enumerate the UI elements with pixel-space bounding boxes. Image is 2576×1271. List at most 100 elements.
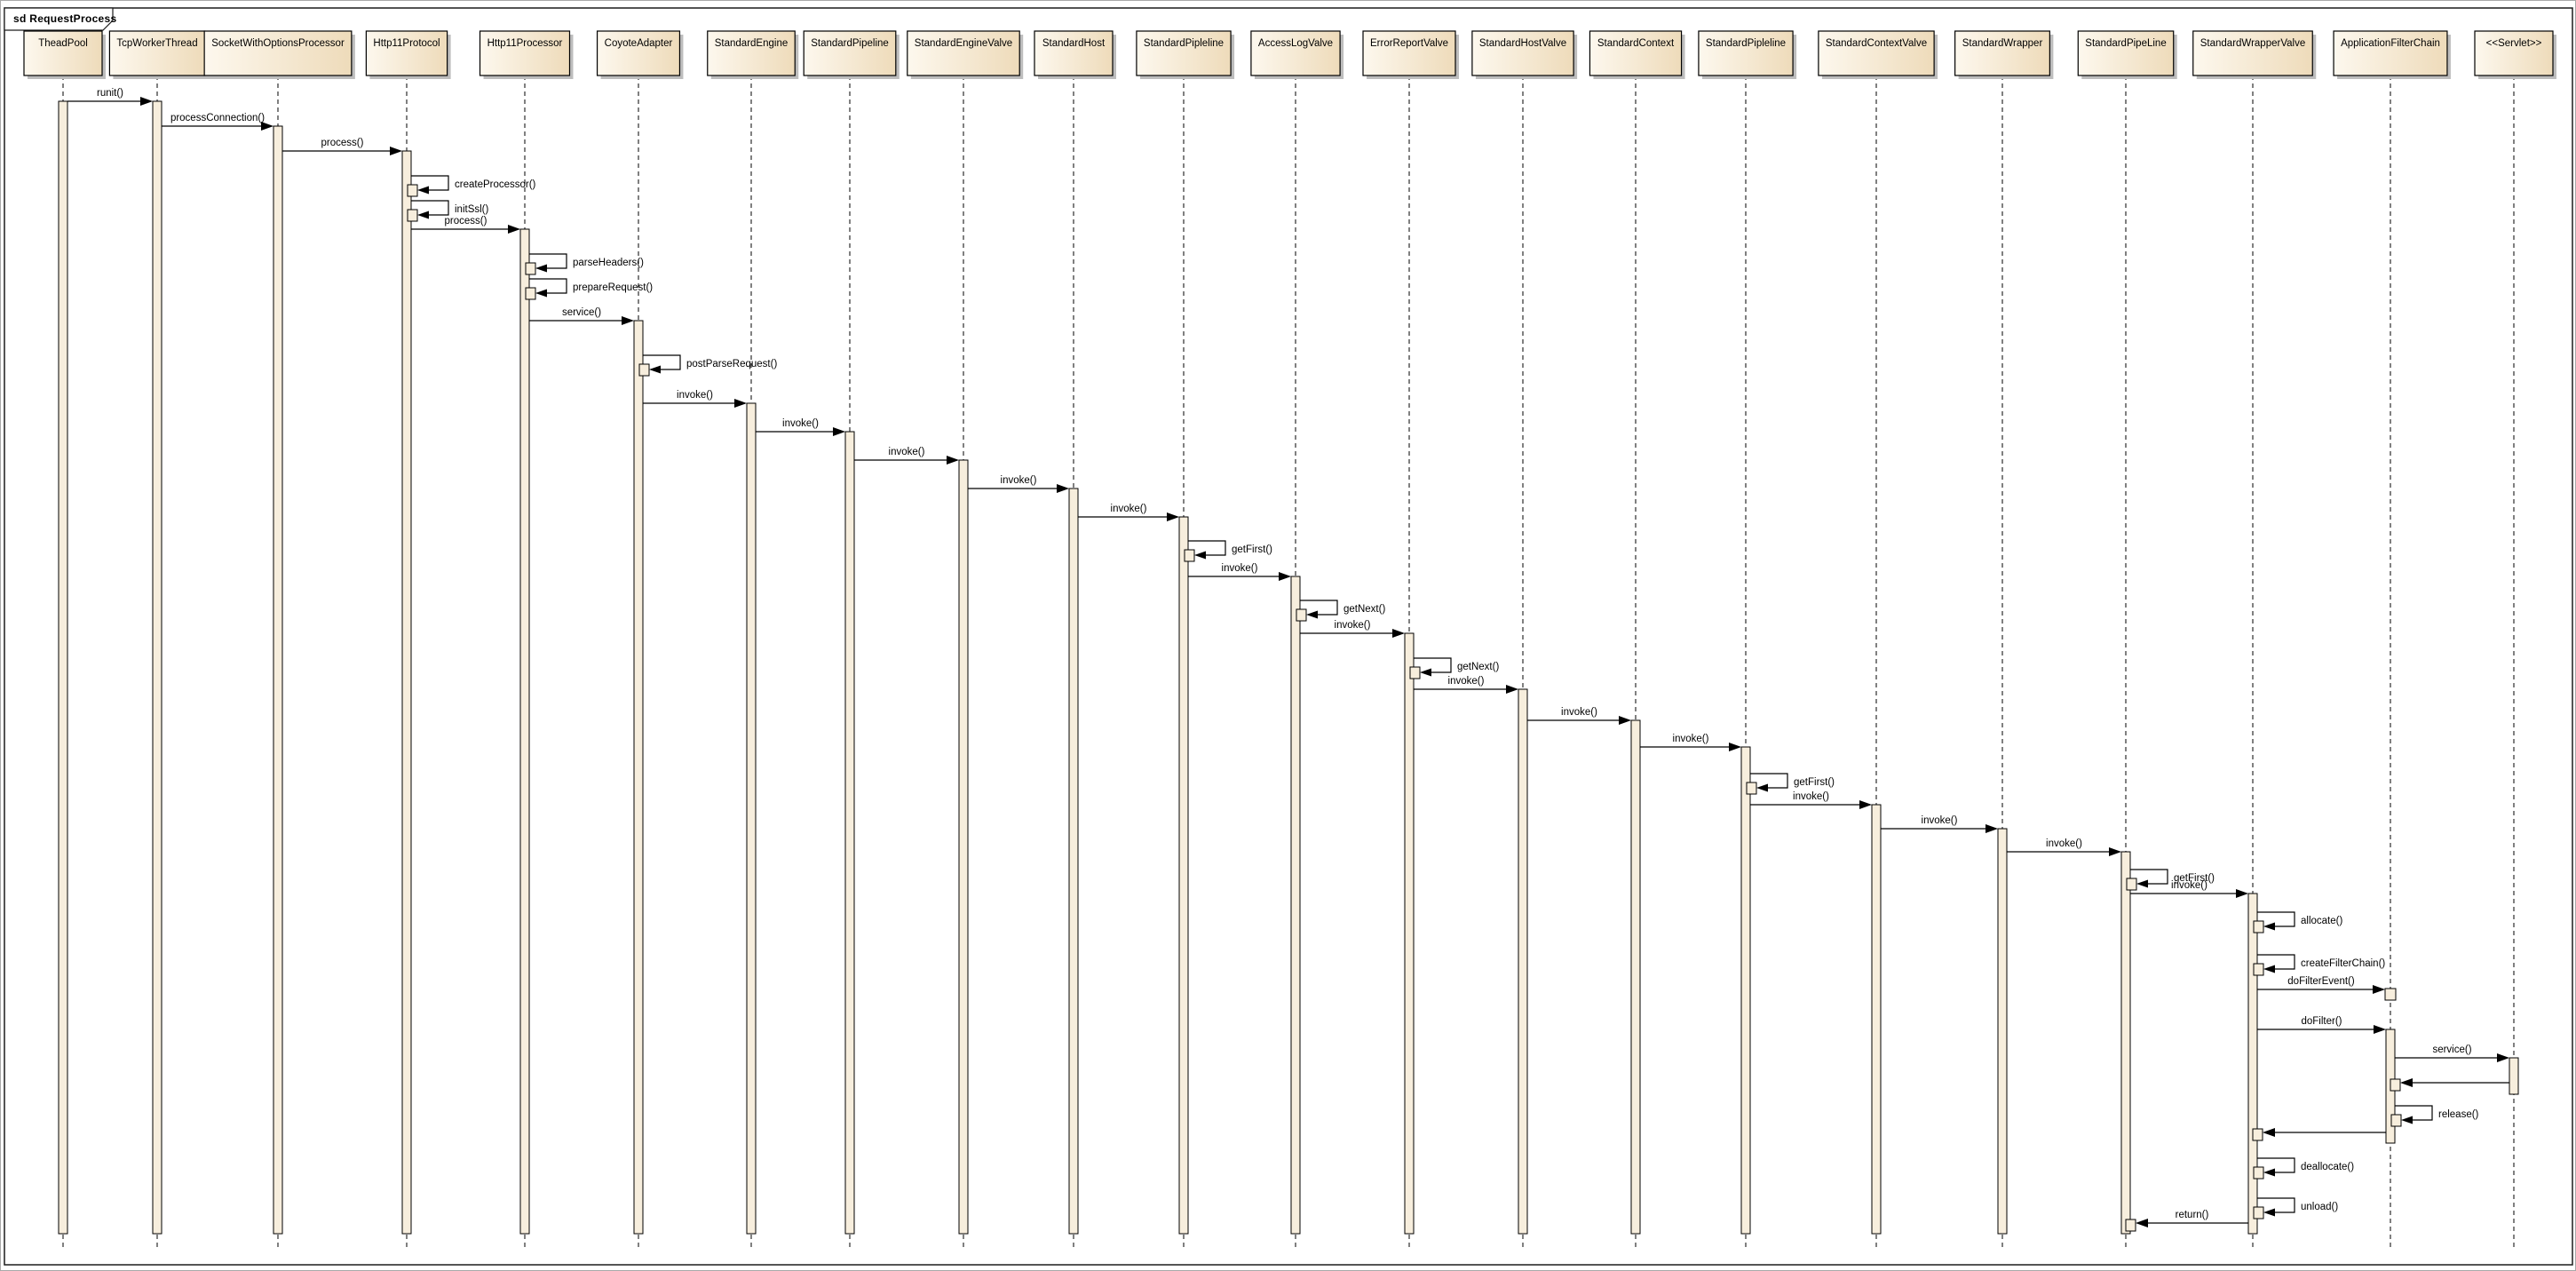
lifeline-name: SocketWithOptionsProcessor — [211, 38, 345, 49]
self-message-loop — [2257, 1197, 2295, 1213]
lifeline-name: StandardWrapperValve — [2200, 38, 2305, 49]
lifeline-name: TcpWorkerThread — [116, 38, 197, 49]
lifeline-box: CoyoteAdapter — [596, 30, 684, 79]
message-label: invoke() — [2046, 838, 2082, 849]
message-label: postParseRequest() — [686, 359, 777, 369]
message-label: runit() — [97, 88, 123, 99]
activation-bar — [1630, 719, 1641, 1235]
lifeline-box-rect — [1136, 30, 1232, 76]
lifeline-box: StandardPipleline — [1136, 30, 1235, 79]
activation-bar — [633, 320, 644, 1235]
message-label: invoke() — [782, 418, 819, 429]
lifeline-name: StandardContext — [1597, 38, 1675, 49]
lifeline-box-rect — [2474, 30, 2554, 76]
lifeline-box: AccessLogValve — [1250, 30, 1344, 79]
lifeline-name: StandardHostValve — [1479, 38, 1566, 49]
lifeline-name: StandardContextValve — [1826, 38, 1927, 49]
lifeline-box: Http11Protocol — [365, 30, 451, 79]
lifeline-box-rect — [2192, 30, 2313, 76]
message-arrowhead — [1756, 783, 1768, 792]
activation-bar — [746, 402, 757, 1235]
self-message-loop — [1188, 540, 1226, 556]
message-arrowhead — [2263, 922, 2275, 931]
message-arrowhead — [1619, 716, 1631, 725]
message-label: invoke() — [1673, 734, 1709, 744]
activation-bar — [1404, 632, 1415, 1235]
lifeline-name: StandardPipleline — [1706, 38, 1786, 49]
message-arrowhead — [1392, 629, 1405, 638]
lifeline-box-rect — [479, 30, 571, 76]
message-arrowhead — [2236, 889, 2248, 898]
message-arrowhead — [417, 211, 429, 219]
activation-nub — [2253, 1206, 2264, 1219]
message-label: release() — [2438, 1109, 2479, 1120]
message-label: getNext() — [1343, 604, 1385, 615]
lifeline-name: Http11Protocol — [373, 38, 440, 49]
activation-nub — [2252, 1128, 2263, 1141]
lifeline-box-rect — [1954, 30, 2050, 76]
message-label: createProcessor() — [455, 179, 536, 190]
message-arrowhead — [649, 365, 661, 374]
lifeline-box: TcpWorkerThread — [108, 30, 209, 79]
lifeline-name: Http11Processor — [487, 38, 563, 49]
message-arrowhead — [2263, 1128, 2275, 1137]
lifeline-box: Http11Processor — [479, 30, 574, 79]
lifeline-box-rect — [907, 30, 1020, 76]
self-message-loop — [1750, 773, 1788, 789]
activation-nub — [407, 184, 418, 197]
message-label: unload() — [2301, 1202, 2338, 1212]
message-arrowhead — [833, 427, 845, 436]
message-label: processConnection() — [170, 113, 265, 123]
activation-bar — [1178, 516, 1189, 1235]
activation-nub — [407, 209, 418, 222]
message-label: initSsl() — [455, 204, 489, 215]
message-label: invoke() — [1222, 563, 1258, 574]
activation-bar — [519, 228, 530, 1235]
activation-bar — [273, 125, 283, 1235]
lifeline-box-rect — [1589, 30, 1683, 76]
message-arrowhead — [1194, 551, 1206, 560]
lifeline-box-rect — [1471, 30, 1574, 76]
lifeline-name: StandardPipeLine — [2085, 38, 2166, 49]
activation-bar — [958, 459, 969, 1235]
message-arrowhead — [2136, 1219, 2148, 1227]
lifeline-box: ApplicationFilterChain — [2333, 30, 2451, 79]
message-arrowhead — [622, 316, 634, 325]
message-arrowhead — [2109, 847, 2121, 856]
lifeline-box-rect — [1818, 30, 1935, 76]
lifeline-name: <<Servlet>> — [2486, 38, 2542, 49]
activation-nub — [525, 287, 536, 300]
lifeline-name: CoyoteAdapter — [605, 38, 673, 49]
activation-bar — [1740, 746, 1751, 1235]
frame-border — [4, 7, 2573, 1266]
message-arrowhead — [390, 147, 402, 155]
activation-bar — [1068, 488, 1079, 1235]
lifeline-box-rect — [2333, 30, 2448, 76]
lifeline-box: StandardPipeline — [803, 30, 900, 79]
lifeline-box: StandardEngine — [707, 30, 799, 79]
lifeline-name: StandardEngine — [715, 38, 788, 49]
lifeline-box: StandardEngineValve — [907, 30, 1024, 79]
message-label: invoke() — [1335, 620, 1371, 631]
activation-bar — [2247, 893, 2258, 1235]
activation-nub — [2126, 878, 2137, 891]
diagram-title: sd RequestProcess — [13, 12, 117, 25]
lifeline-box: StandardWrapper — [1954, 30, 2054, 79]
message-arrowhead — [535, 289, 547, 298]
activation-nub — [1184, 549, 1195, 562]
self-message-loop — [529, 253, 567, 269]
message-arrowhead — [2263, 1208, 2275, 1217]
message-label: invoke() — [1922, 815, 1958, 826]
lifeline-box-rect — [1034, 30, 1114, 76]
message-label: getFirst() — [1794, 777, 1835, 788]
message-label: getFirst() — [2174, 873, 2215, 884]
activation-bar — [2120, 851, 2131, 1235]
self-message-loop — [2257, 1157, 2295, 1173]
lifeline-box-rect — [365, 30, 448, 76]
activation-bar — [58, 100, 68, 1235]
self-message-loop — [411, 175, 449, 191]
self-message-loop — [2395, 1105, 2433, 1121]
lifeline-box-rect — [1362, 30, 1456, 76]
lifeline-name: ApplicationFilterChain — [2341, 38, 2440, 49]
